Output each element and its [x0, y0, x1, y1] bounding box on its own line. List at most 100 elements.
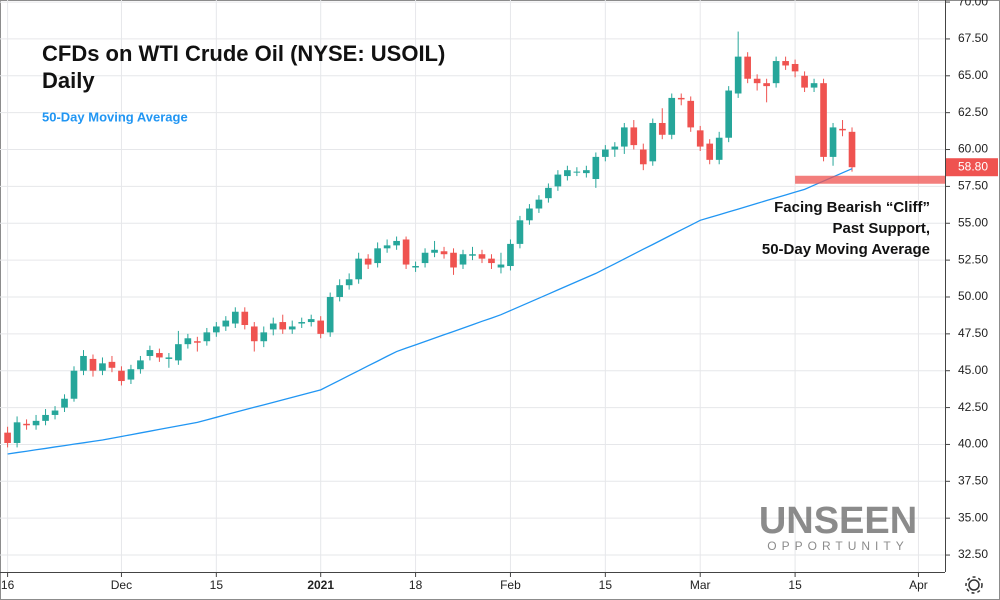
candle-body — [61, 398, 68, 408]
candle-body — [108, 361, 116, 368]
candle-body — [336, 285, 343, 297]
candle-body — [307, 319, 315, 323]
y-tick-label: 57.50 — [958, 179, 988, 193]
candle-body — [715, 137, 723, 160]
annotation: Facing Bearish “Cliff” — [774, 199, 930, 216]
candle-body — [355, 258, 362, 280]
candle-body — [782, 61, 789, 66]
candle-body — [345, 279, 353, 286]
candle-body — [848, 131, 856, 168]
candle-body — [146, 350, 154, 356]
candle-body — [668, 97, 676, 135]
candle-body — [478, 254, 486, 259]
annotation: 50-Day Moving Average — [762, 241, 930, 258]
y-tick-label: 42.50 — [958, 400, 988, 414]
chart-subtitle: Daily — [42, 68, 95, 93]
candle-body — [431, 249, 438, 253]
annotation: Past Support, — [832, 220, 930, 237]
candle-body — [725, 90, 732, 138]
candle-body — [402, 239, 410, 265]
candle-body — [222, 320, 230, 327]
candle-body — [829, 127, 837, 157]
last-price-tag — [946, 158, 998, 177]
chart-title: CFDs on WTI Crude Oil (NYSE: USOIL) — [42, 41, 445, 66]
candle-body — [696, 130, 704, 147]
candle-body — [706, 143, 714, 160]
settings-icon[interactable] — [965, 576, 983, 594]
candle-body — [564, 170, 571, 177]
candle-body — [298, 322, 306, 324]
candle-body — [383, 245, 391, 249]
candle-body — [288, 326, 296, 330]
candle-body — [507, 243, 514, 267]
x-tick-label: 2021 — [307, 578, 334, 592]
marks — [4, 31, 856, 455]
candle-body — [412, 266, 419, 268]
candle-body — [203, 332, 211, 342]
candle-body — [535, 199, 543, 209]
candle-body — [241, 311, 249, 326]
candle-body — [317, 320, 325, 334]
candle-body — [440, 251, 448, 255]
x-tick-label: 15 — [210, 578, 224, 592]
candle-body — [602, 149, 609, 157]
candle-body — [118, 370, 125, 382]
candle-body — [23, 423, 30, 426]
candle-body — [156, 353, 163, 358]
candle-body — [554, 174, 562, 187]
candle-body — [545, 187, 552, 199]
y-tick-label: 37.50 — [958, 473, 988, 487]
candle-body — [459, 254, 467, 265]
candle-body — [497, 264, 505, 268]
y-tick-label: 70.00 — [958, 0, 988, 8]
y-tick-label: 55.00 — [958, 215, 988, 229]
candle-body — [630, 127, 638, 146]
moving-average-line — [7, 168, 853, 455]
candle-body — [734, 56, 742, 94]
candle-body — [194, 341, 201, 343]
x-tick-label: Mar — [690, 578, 711, 592]
candle-body — [772, 61, 780, 84]
candle-body — [260, 332, 268, 342]
candle-body — [658, 122, 666, 135]
watermark: UNSEEN — [759, 500, 917, 542]
candle-body — [393, 240, 400, 246]
candle-body — [184, 338, 192, 345]
candle-body — [4, 432, 11, 443]
candle-body — [364, 258, 372, 265]
y-tick-label: 45.00 — [958, 363, 988, 377]
x-tick-label: 18 — [409, 578, 423, 592]
candle-body — [763, 83, 770, 87]
candle-body — [592, 156, 600, 180]
support-level — [795, 175, 945, 184]
y-tick-label: 40.00 — [958, 437, 988, 451]
y-tick-label: 62.50 — [958, 105, 988, 119]
candle-body — [165, 357, 173, 359]
candle-body — [801, 75, 808, 88]
candle-body — [450, 252, 457, 268]
candle-body — [127, 369, 135, 380]
candle-body — [99, 363, 106, 371]
candle-body — [573, 171, 581, 173]
candle-body — [231, 311, 239, 324]
candle-body — [469, 254, 476, 256]
candle-body — [250, 326, 258, 342]
candle-body — [488, 258, 495, 264]
candle-body — [526, 208, 533, 221]
watermark-tagline: OPPORTUNITY — [767, 539, 908, 553]
candle-body — [753, 78, 761, 84]
y-tick-label: 67.50 — [958, 31, 988, 45]
candle-body — [213, 326, 220, 333]
y-tick-label: 60.00 — [958, 142, 988, 156]
candle-body — [89, 358, 97, 371]
candle-body — [279, 322, 287, 330]
candle-body — [620, 127, 628, 147]
x-tick-label: 15 — [788, 578, 802, 592]
grid — [0, 0, 945, 572]
candle-body — [810, 83, 818, 88]
candle-body — [839, 128, 846, 131]
x-tick-label: Dec — [111, 578, 132, 592]
candle-body — [80, 355, 87, 371]
candle-body — [687, 100, 695, 128]
